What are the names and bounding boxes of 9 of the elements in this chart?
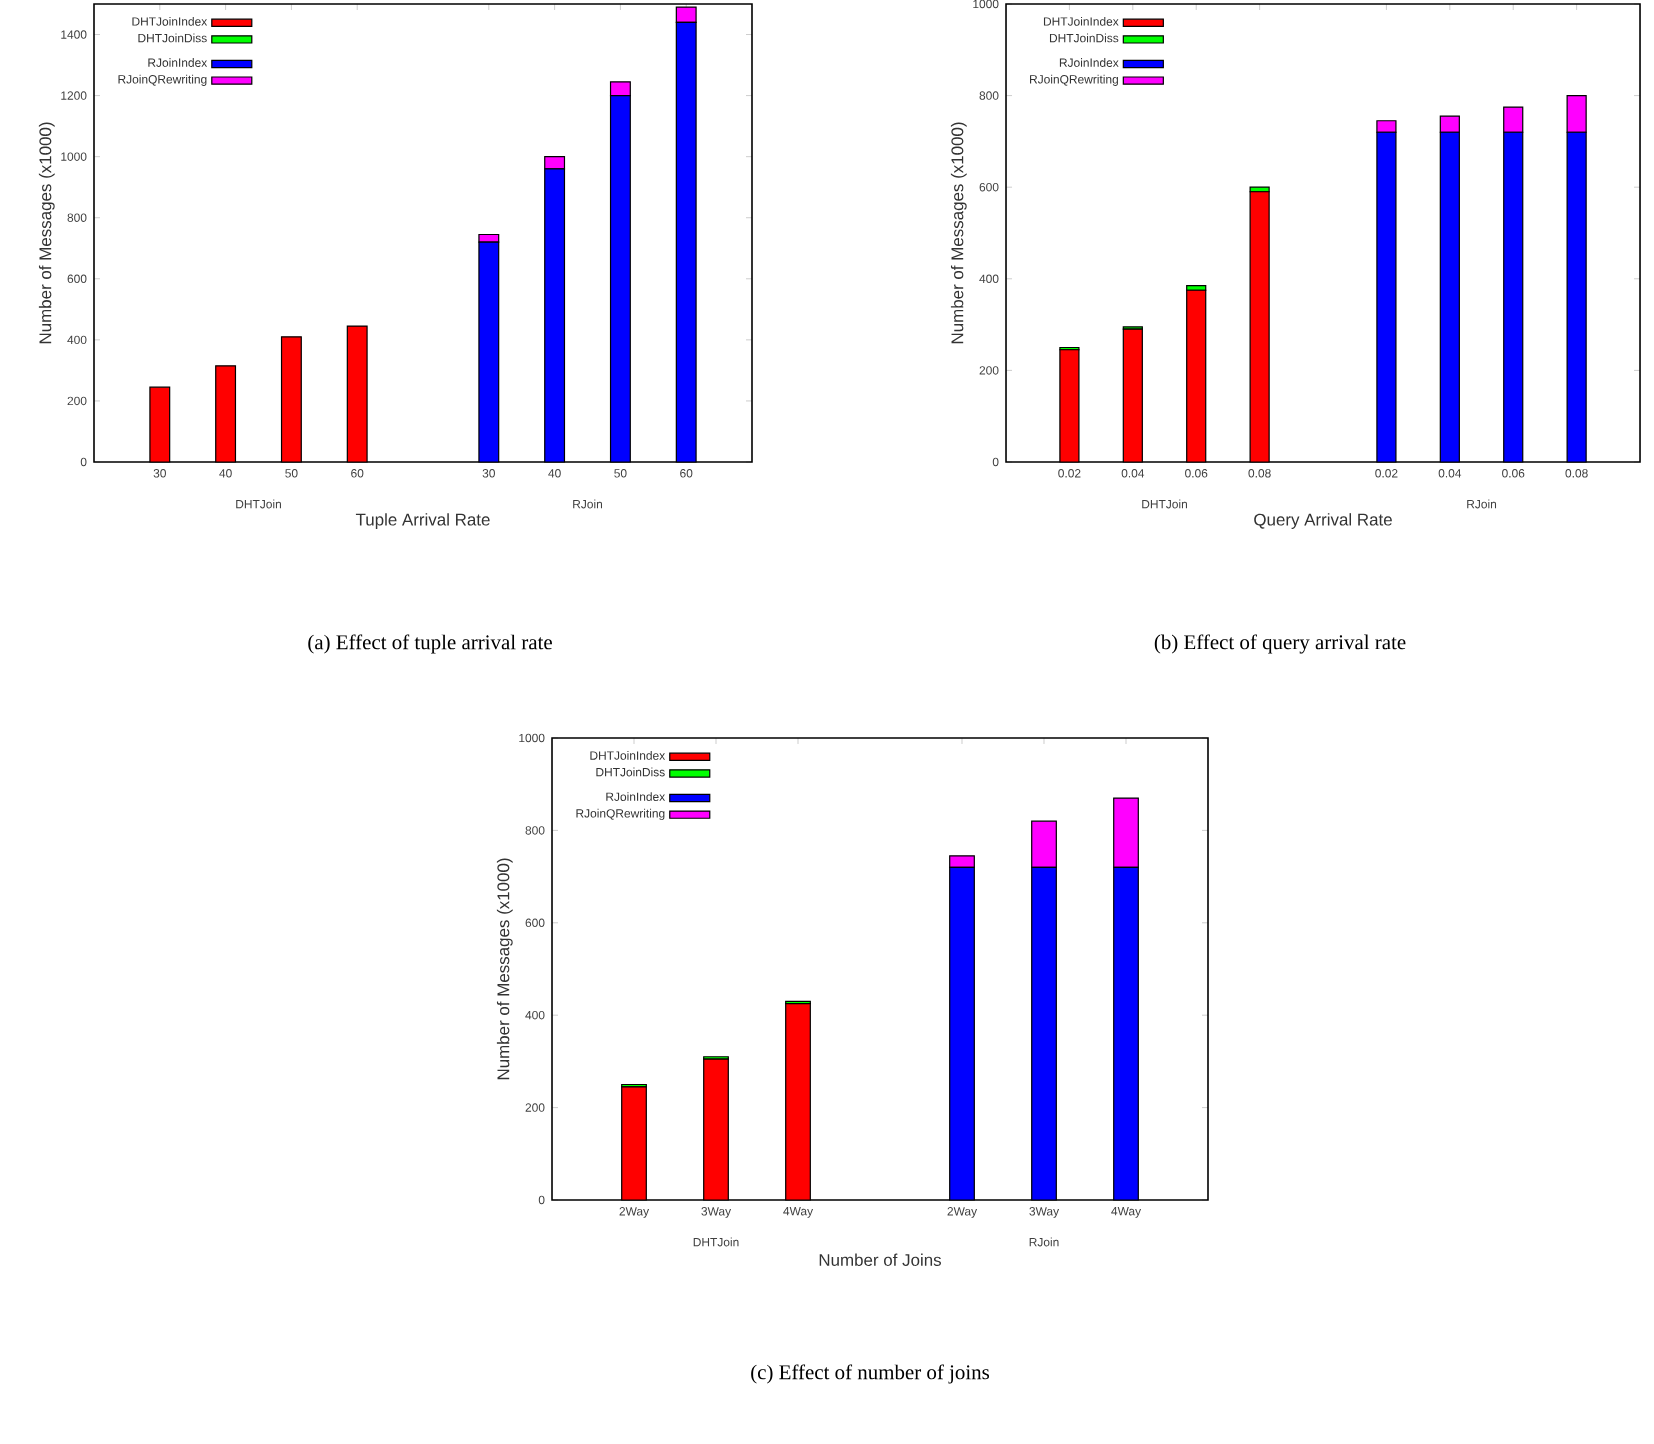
text: (c) Effect of number of joins [751,1364,990,1384]
y-axis-title: Number of Messages (x1000) [950,122,967,344]
x-axis-title: Query Arrival Rate [1254,513,1392,529]
y-axis-title: Number of Messages (x1000) [496,858,513,1080]
text: (b) Effect of query arrival rate [1154,634,1406,654]
text: (a) Effect of tuple arrival rate [308,634,552,654]
x-axis-title: Number of Joins [819,1253,941,1266]
y-axis-title: Number of Messages (x1000) [38,122,55,344]
x-axis-title: Tuple Arrival Rate [355,513,490,529]
